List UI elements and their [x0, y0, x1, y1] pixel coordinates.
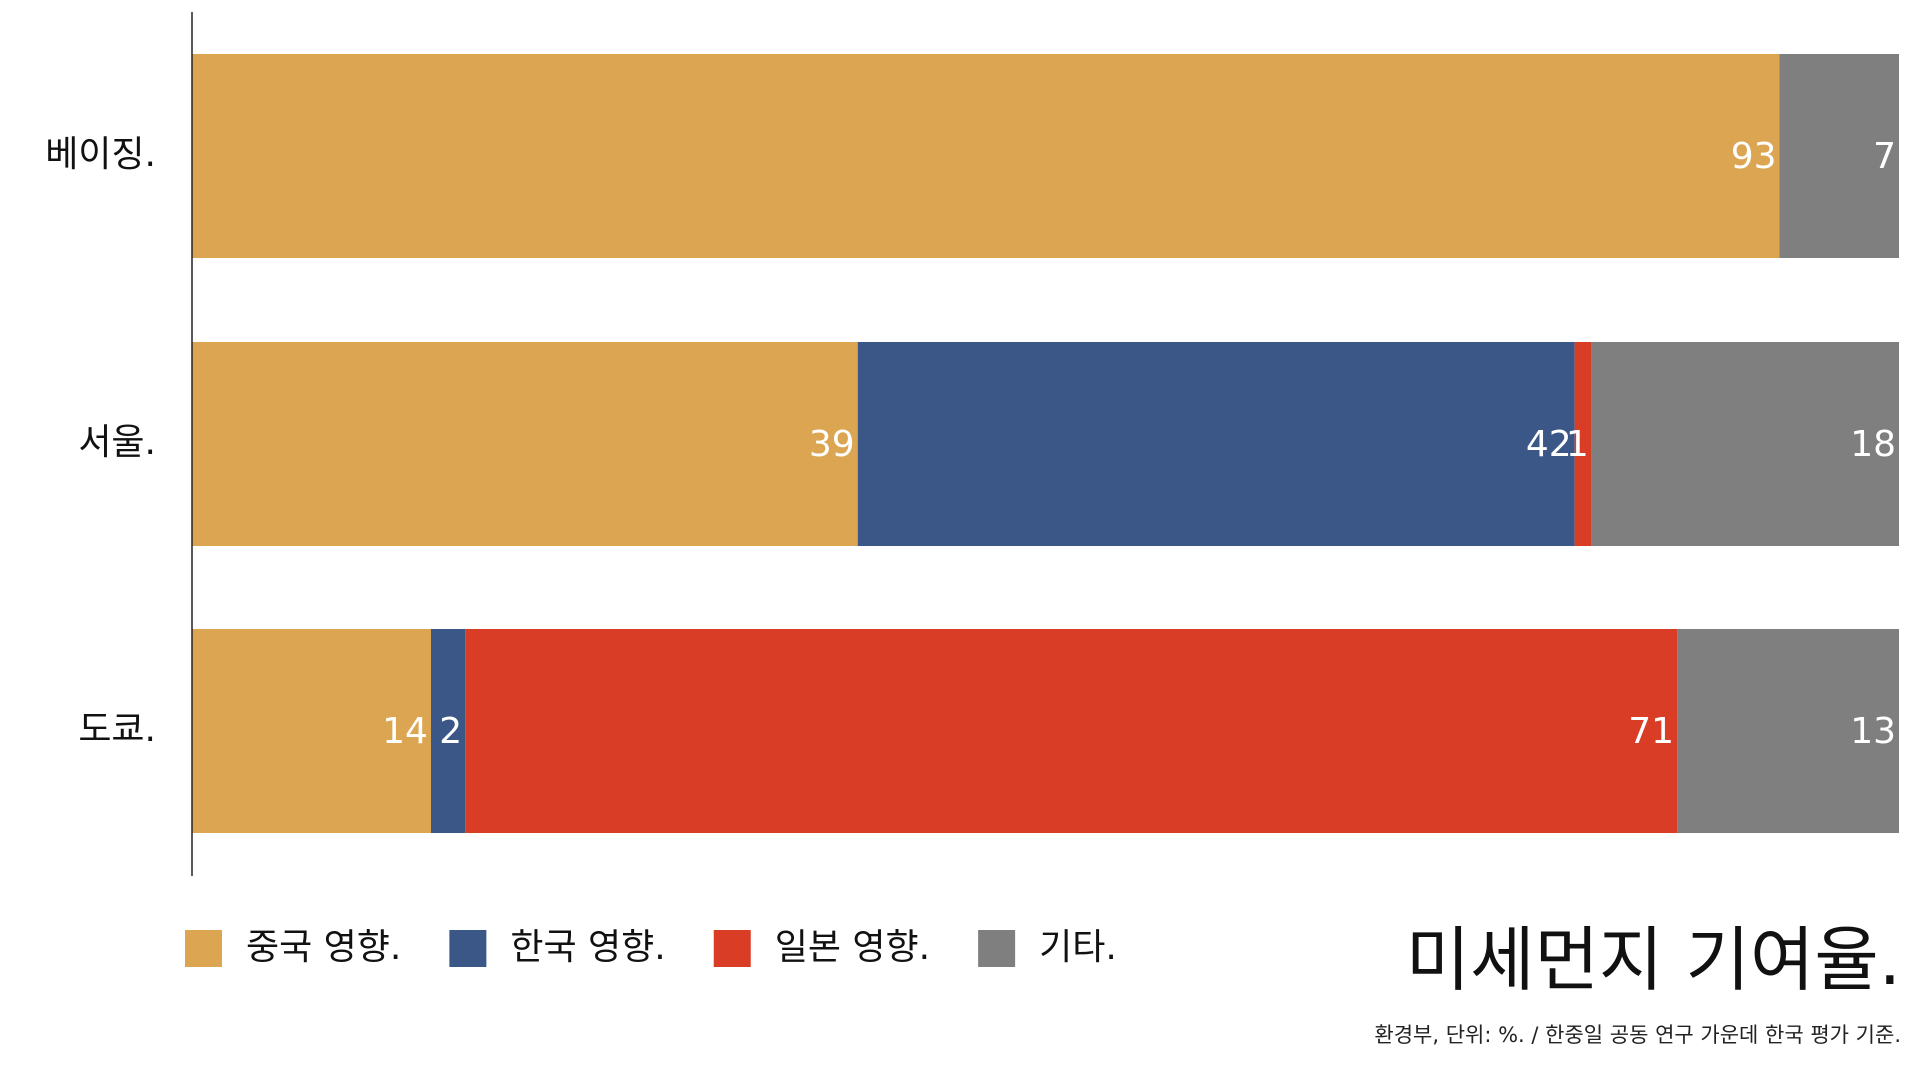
category-label: 베이징.: [45, 134, 156, 175]
category-label: 도쿄.: [78, 709, 156, 750]
bar-segment: [465, 629, 1678, 833]
legend-swatch: [185, 930, 222, 967]
data-label: 2: [439, 711, 462, 752]
legend-label: 기타.: [1039, 927, 1117, 968]
bar-segment: [192, 54, 1780, 258]
data-label: 93: [1731, 136, 1777, 177]
bar-segment: [192, 342, 858, 546]
legend-swatch: [713, 930, 751, 967]
bar-segment: [1779, 54, 1899, 258]
bar-segment: [1591, 342, 1899, 546]
legend-label: 중국 영향.: [246, 927, 401, 968]
data-label: 42: [1526, 424, 1572, 465]
chart-source: 환경부, 단위: %. / 한중일 공동 연구 가운데 한국 평가 기준.: [1374, 1023, 1901, 1047]
bar-segment: [857, 342, 1575, 546]
data-label: 14: [382, 711, 428, 752]
chart-title: 미세먼지 기여율.: [1406, 919, 1901, 1001]
bar-segment: [1574, 342, 1592, 546]
bar-segment: [430, 629, 466, 833]
legend-label: 일본 영향.: [775, 927, 930, 968]
legend-label: 한국 영향.: [510, 927, 665, 968]
category-label: 서울.: [78, 422, 156, 463]
data-label: 7: [1873, 136, 1896, 177]
data-label: 18: [1850, 424, 1896, 465]
bar-segment: [192, 629, 431, 833]
data-label: 13: [1850, 711, 1896, 752]
data-label: 1: [1566, 424, 1589, 465]
bar-segment: [1677, 629, 1899, 833]
data-label: 39: [809, 424, 855, 465]
legend-swatch: [978, 930, 1016, 967]
data-label: 71: [1628, 711, 1674, 752]
legend-swatch: [449, 930, 487, 967]
